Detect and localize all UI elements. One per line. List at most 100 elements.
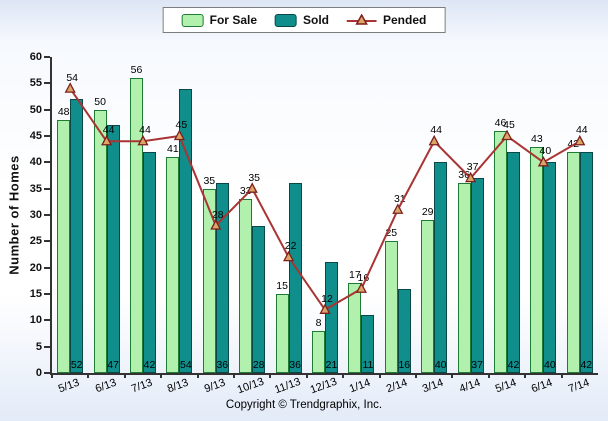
x-tick-mark: [487, 373, 490, 378]
x-axis-label: 6/14: [530, 376, 555, 396]
bar-for-sale: [530, 146, 544, 373]
x-tick-mark: [87, 373, 90, 378]
for-sale-swatch-icon: [181, 13, 204, 27]
y-tick-mark: [44, 372, 50, 374]
bar-sold: [361, 315, 375, 373]
pended-value-label: 45: [503, 119, 515, 131]
for-sale-value-label: 15: [276, 280, 288, 292]
y-tick-label: 20: [29, 261, 42, 274]
bar-for-sale: [566, 151, 580, 373]
sold-value-label: 47: [107, 358, 119, 371]
for-sale-value-label: 8: [315, 316, 322, 329]
sold-value-label: 40: [544, 358, 556, 371]
bar-for-sale: [57, 120, 71, 373]
x-tick-mark: [160, 373, 163, 378]
bar-sold: [179, 88, 193, 373]
legend-label-pended: Pended: [383, 13, 427, 27]
for-sale-value-label: 48: [57, 106, 70, 119]
x-axis-label: 5/14: [493, 376, 519, 396]
sold-value-label: 28: [252, 358, 265, 371]
for-sale-value-label: 50: [94, 95, 106, 108]
x-axis-label: 1/14: [348, 376, 373, 396]
y-tick-label: 5: [35, 340, 42, 353]
bar-for-sale: [130, 78, 143, 373]
sold-value-label: 42: [580, 358, 593, 371]
pended-point-marker-icon: [428, 134, 440, 146]
for-sale-value-label: 42: [567, 137, 580, 150]
pended-value-label: 54: [66, 71, 79, 84]
bar-sold: [106, 125, 120, 373]
y-tick-mark: [44, 266, 50, 269]
pended-value-label: 31: [393, 192, 406, 205]
y-tick-mark: [44, 214, 50, 216]
pended-value-label: 44: [102, 124, 115, 137]
x-tick-mark: [305, 373, 308, 378]
pended-marker-icon: [347, 14, 378, 25]
y-tick-mark: [44, 82, 50, 85]
legend-item-pended: Pended: [347, 13, 426, 27]
x-tick-mark: [342, 373, 345, 378]
y-tick-mark: [44, 319, 50, 322]
for-sale-value-label: 41: [167, 143, 179, 156]
x-tick-mark: [415, 373, 417, 378]
x-tick-mark: [123, 373, 126, 378]
sold-value-label: 54: [180, 358, 192, 371]
pended-value-label: 12: [321, 292, 333, 305]
sold-value-label: 36: [216, 358, 229, 371]
for-sale-value-label: 29: [421, 206, 434, 219]
y-tick-mark: [44, 161, 50, 164]
bar-for-sale: [494, 130, 507, 373]
bar-for-sale: [93, 109, 107, 373]
bar-for-sale: [421, 220, 435, 373]
sold-value-label: 11: [362, 358, 374, 371]
bar-sold: [434, 162, 448, 373]
bar-for-sale: [312, 330, 325, 373]
legend-item-sold: Sold: [275, 13, 329, 27]
bar-for-sale: [384, 241, 398, 373]
bar-sold: [543, 162, 557, 373]
x-axis-label: 6/13: [93, 376, 118, 396]
y-tick-label: 55: [29, 77, 42, 90]
sold-value-label: 21: [325, 358, 338, 371]
bar-sold: [325, 262, 338, 373]
for-sale-value-label: 43: [531, 132, 543, 145]
y-tick-mark: [44, 345, 50, 348]
x-axis-label: 9/13: [202, 376, 227, 396]
pended-point-marker-icon: [64, 82, 76, 93]
pended-value-label: 37: [466, 161, 479, 174]
for-sale-value-label: 35: [203, 174, 216, 187]
bar-for-sale: [457, 183, 471, 373]
y-tick-mark: [44, 135, 50, 137]
y-tick-label: 40: [29, 156, 42, 169]
bar-for-sale: [239, 199, 253, 373]
sold-swatch-icon: [275, 13, 298, 27]
pended-value-label: 28: [211, 208, 224, 221]
x-axis-label: 10/13: [235, 375, 266, 397]
x-axis-label: 8/13: [166, 376, 191, 396]
bar-sold: [470, 178, 484, 373]
pended-point-marker-icon: [392, 203, 404, 214]
pended-value-label: 35: [248, 171, 261, 184]
x-tick-mark: [196, 373, 199, 378]
sold-value-label: 16: [398, 358, 411, 371]
bar-for-sale: [166, 157, 180, 373]
bar-for-sale: [275, 294, 289, 373]
x-tick-mark: [524, 373, 527, 378]
pended-value-label: 22: [284, 240, 297, 253]
legend-label-for-sale: For Sale: [209, 13, 258, 27]
sold-value-label: 52: [70, 358, 83, 371]
y-tick-mark: [44, 293, 50, 295]
y-tick-label: 35: [29, 182, 42, 195]
sold-value-label: 36: [289, 358, 301, 371]
for-sale-value-label: 33: [239, 185, 252, 198]
y-tick-mark: [44, 108, 50, 111]
x-tick-mark: [51, 373, 53, 378]
bar-sold: [70, 99, 84, 373]
sold-value-label: 42: [507, 358, 520, 371]
y-tick-mark: [44, 187, 50, 190]
x-axis-label: 3/14: [420, 376, 446, 396]
for-sale-value-label: 56: [130, 64, 143, 77]
bar-sold: [143, 151, 156, 373]
x-tick-mark: [451, 373, 454, 378]
x-axis-label: 11/13: [272, 375, 302, 397]
